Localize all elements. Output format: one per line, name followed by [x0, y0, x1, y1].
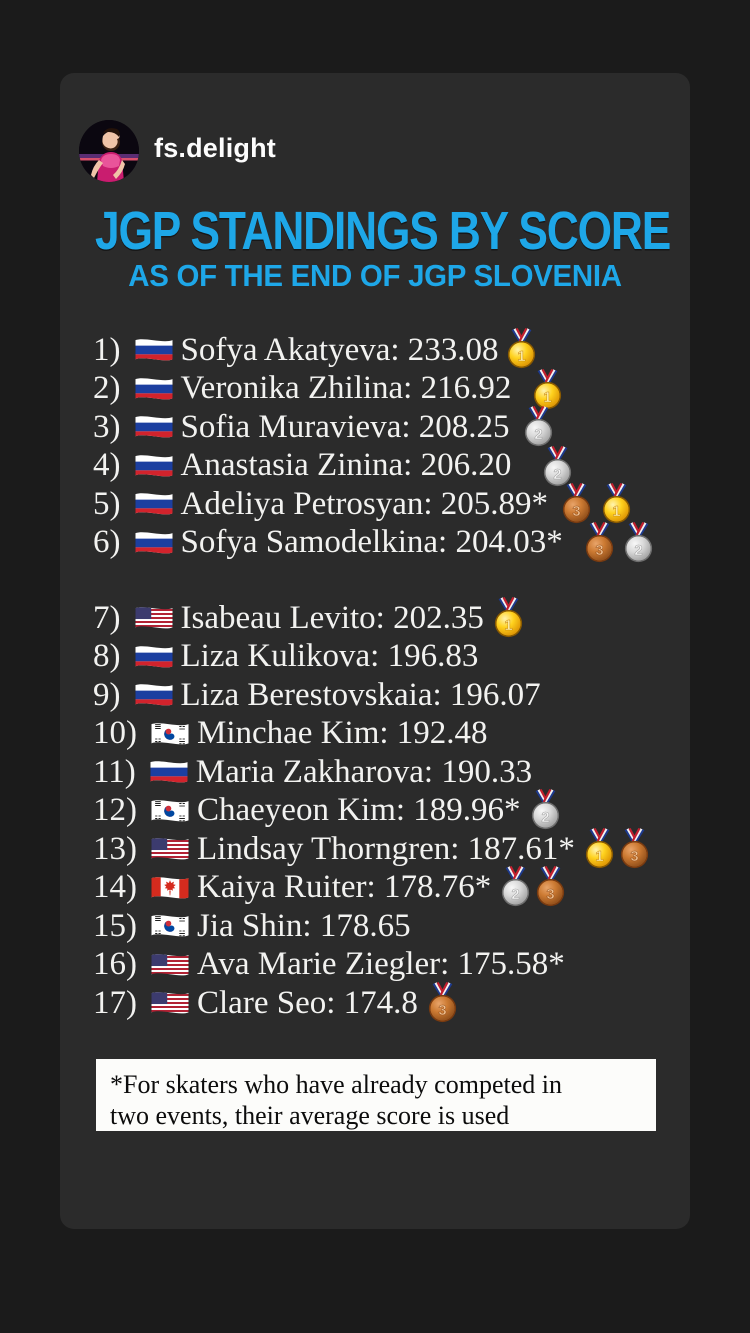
- svg-text:3: 3: [547, 887, 555, 903]
- svg-text:1: 1: [595, 849, 603, 865]
- svg-text:1: 1: [612, 504, 620, 520]
- svg-text:1: 1: [543, 390, 551, 406]
- svg-text:1: 1: [504, 618, 512, 634]
- svg-text:2: 2: [634, 543, 642, 559]
- svg-text:2: 2: [534, 427, 542, 443]
- svg-text:2: 2: [553, 467, 561, 483]
- svg-text:3: 3: [438, 1003, 446, 1019]
- svg-text:3: 3: [572, 504, 580, 520]
- svg-text:3: 3: [630, 849, 638, 865]
- svg-text:2: 2: [512, 887, 520, 903]
- svg-text:2: 2: [541, 810, 549, 826]
- svg-text:1: 1: [517, 349, 525, 365]
- svg-text:3: 3: [595, 543, 603, 559]
